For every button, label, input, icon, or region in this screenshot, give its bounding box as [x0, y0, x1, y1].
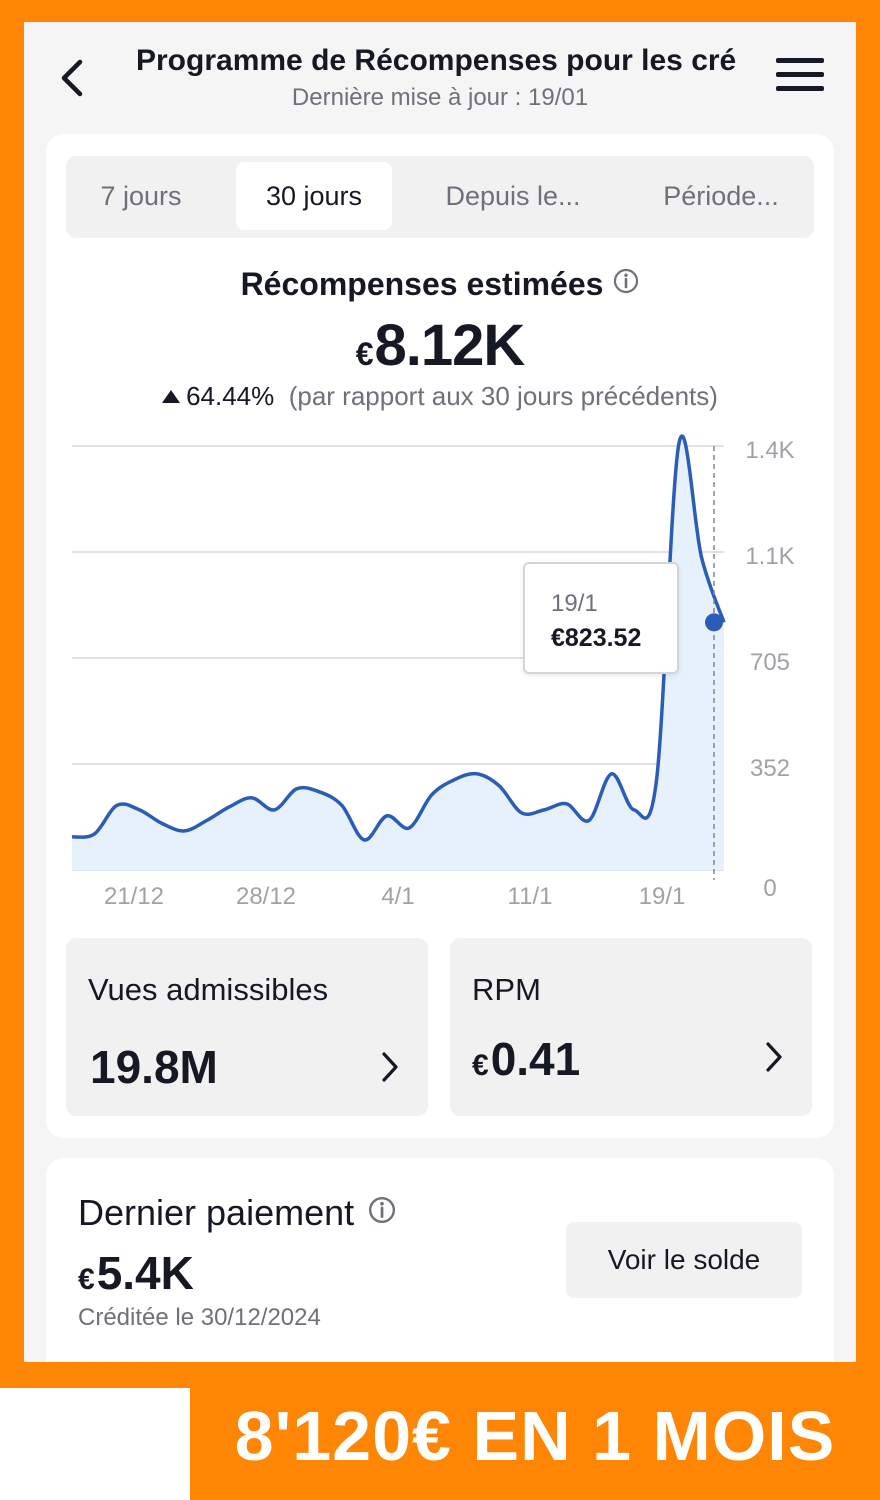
y-tick-label: 1.4K [745, 437, 794, 464]
menu-button[interactable] [776, 58, 824, 98]
rpm-card[interactable]: RPM €0.41 [450, 938, 812, 1116]
rewards-card: 7 jours 30 jours Depuis le... Période...… [46, 134, 834, 1138]
last-payment-amount: 5.4K [96, 1247, 194, 1299]
info-icon[interactable] [368, 1191, 396, 1233]
rpm-value: €0.41 [472, 1032, 580, 1086]
eligible-views-amount: 19.8M [90, 1041, 218, 1093]
data-point-highlight [705, 613, 723, 632]
page-title: Programme de Récompenses pour les cré [136, 44, 737, 77]
eligible-views-label: Vues admissibles [88, 972, 329, 1007]
delta-note: (par rapport aux 30 jours précédents) [288, 381, 718, 411]
estimated-rewards-label: Récompenses estimées [240, 266, 604, 302]
chevron-left-icon [61, 59, 83, 97]
up-triangle-icon [162, 390, 181, 403]
x-tick-label: 28/12 [236, 883, 296, 910]
rpm-amount: 0.41 [490, 1033, 581, 1085]
y-tick-label: 0 [763, 875, 776, 902]
estimated-rewards-heading: Récompenses estimées [46, 266, 834, 303]
back-button[interactable] [54, 54, 94, 102]
overlay-banner-text: 8'120€ EN 1 MOIS [234, 1397, 836, 1475]
chevron-right-icon [382, 1052, 398, 1082]
rpm-label: RPM [472, 972, 541, 1007]
credited-date: Créditée le 30/12/2024 [78, 1304, 321, 1331]
series-line [71, 434, 726, 842]
x-tick-label: 4/1 [381, 883, 414, 910]
white-strip [0, 1388, 190, 1500]
tab-30-days[interactable]: 30 jours [236, 162, 392, 230]
last-payment-card: Dernier paiement €5.4K Créditée le 30/12… [46, 1158, 834, 1362]
tab-period[interactable]: Période... [663, 181, 779, 211]
tab-7-days[interactable]: 7 jours [100, 181, 182, 211]
last-update-text: Dernière mise à jour : 19/01 [291, 84, 589, 111]
y-tick-label: 1.1K [745, 543, 794, 570]
period-tabs: 7 jours 30 jours Depuis le... Période... [66, 156, 814, 238]
last-payment-value: €5.4K [78, 1246, 194, 1300]
last-payment-heading: Dernier paiement [78, 1192, 396, 1234]
x-tick-label: 19/1 [639, 883, 686, 910]
y-tick-label: 352 [750, 755, 790, 782]
tooltip-value: €823.52 [551, 624, 642, 652]
x-tick-label: 21/12 [104, 883, 164, 910]
delta-percent: 64.44% [186, 381, 275, 411]
last-payment-currency: € [78, 1263, 95, 1296]
currency-symbol: € [355, 336, 374, 372]
view-balance-button[interactable]: Voir le solde [566, 1222, 802, 1298]
estimated-rewards-value: €8.12K [46, 312, 834, 379]
comparison-text: 64.44% (par rapport aux 30 jours précéde… [46, 381, 834, 412]
series-area [72, 436, 724, 870]
tab-since[interactable]: Depuis le... [445, 181, 581, 211]
eligible-views-card[interactable]: Vues admissibles 19.8M [66, 938, 428, 1116]
y-tick-label: 705 [750, 649, 790, 676]
chevron-right-icon [766, 1042, 782, 1072]
rpm-currency: € [472, 1049, 489, 1082]
rewards-chart[interactable]: 0 352 705 1.1K 1.4K 21/12 28/12 4/1 11/1 19/1 [46, 134, 834, 934]
chart-tooltip: 19/1 €823.52 [523, 562, 679, 674]
last-payment-label: Dernier paiement [78, 1192, 355, 1233]
tooltip-date: 19/1 [551, 590, 598, 617]
app-screen: Programme de Récompenses pour les cré De… [24, 22, 856, 1362]
eligible-views-value: 19.8M [88, 1040, 218, 1094]
header: Programme de Récompenses pour les cré De… [24, 22, 856, 132]
hamburger-icon [776, 58, 824, 91]
x-tick-label: 11/1 [508, 883, 553, 910]
info-icon[interactable] [613, 265, 639, 302]
rewards-amount: 8.12K [374, 313, 526, 378]
